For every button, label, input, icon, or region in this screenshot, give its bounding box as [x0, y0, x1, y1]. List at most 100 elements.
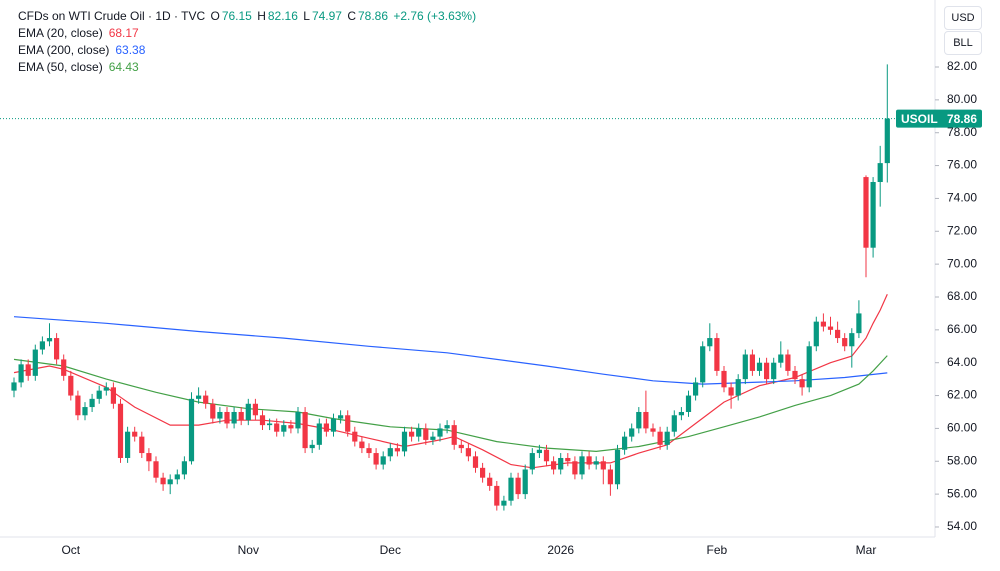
candle-body: [153, 461, 159, 478]
candle-body: [842, 338, 848, 347]
low-value: 74.97: [311, 9, 342, 23]
y-tick-label: 60.00: [947, 421, 977, 435]
candle-body: [508, 477, 514, 501]
candle-body: [764, 362, 770, 380]
candle-body: [480, 467, 486, 478]
candle-body: [813, 321, 819, 347]
candle-body: [259, 415, 266, 426]
candle-body: [188, 398, 195, 462]
candle-body: [132, 431, 138, 437]
title: CFDs on WTI Crude Oil · 1D · TVC: [18, 9, 206, 23]
candle-body: [756, 362, 763, 371]
candle-body: [600, 461, 606, 470]
legend-entry: EMA (50, close) 64.43: [18, 60, 141, 74]
candle-body: [366, 448, 372, 454]
candle-body: [728, 387, 734, 396]
candle-body: [409, 431, 415, 437]
x-tick-label: Feb: [707, 543, 728, 557]
candle-body: [146, 453, 152, 462]
candle-body: [494, 485, 500, 506]
candle-body: [231, 411, 237, 424]
candle-body: [68, 375, 74, 396]
change: +2.76 (+3.63%): [393, 9, 477, 23]
candle-body: [39, 341, 45, 350]
candle-body: [316, 423, 322, 445]
candle-body: [593, 461, 599, 465]
price-tag: [896, 109, 982, 128]
candle-body: [529, 453, 535, 470]
candle-body: [742, 354, 748, 380]
candle-body: [32, 349, 38, 376]
candle-body: [210, 403, 216, 419]
y-tick-label: 72.00: [947, 223, 977, 237]
candle-body: [437, 428, 443, 437]
candle-body: [451, 425, 457, 445]
candle-body: [110, 387, 116, 404]
candle-body: [629, 428, 635, 437]
candle-body: [749, 354, 755, 371]
header: CFDs on WTI Crude Oil · 1D · TVC O 76.15 …: [18, 9, 478, 23]
candle-body: [693, 382, 699, 396]
candle-body: [224, 411, 230, 424]
candle-body: [572, 461, 578, 475]
candle-body: [217, 411, 223, 419]
candle-body: [430, 436, 436, 440]
candle-body: [345, 415, 351, 432]
candle-body: [174, 474, 180, 480]
symbol-label: USOIL: [901, 112, 938, 126]
candle-body: [536, 449, 542, 454]
x-tick-label: Dec: [380, 543, 401, 557]
legend-value: 64.43: [108, 60, 139, 74]
candle-body: [707, 338, 713, 347]
y-tick-label: 66.00: [947, 322, 977, 336]
candle-body: [323, 423, 329, 432]
candle-body: [579, 456, 585, 475]
candle-body: [160, 477, 166, 485]
candle-body: [139, 436, 145, 454]
candle-body: [487, 477, 493, 486]
candle-body: [799, 379, 805, 388]
legend-entry: EMA (20, close) 68.17: [18, 26, 141, 40]
unit-button[interactable]: BLL: [944, 31, 982, 55]
y-tick-label: 56.00: [947, 486, 977, 500]
candle-body: [806, 346, 812, 388]
candle-body: [735, 379, 741, 396]
y-tick-label: 70.00: [947, 256, 977, 270]
candle-body: [394, 448, 400, 452]
open-value: 76.15: [221, 9, 252, 23]
y-tick-label: 76.00: [947, 158, 977, 172]
ema-line: [13, 316, 888, 385]
candle-body: [423, 428, 429, 440]
y-tick-label: 80.00: [947, 92, 977, 106]
candle-body: [778, 354, 784, 363]
candle-body: [238, 411, 244, 421]
candle-body: [11, 382, 17, 391]
candle-body: [274, 423, 280, 432]
ema-line: [13, 355, 888, 453]
candle-body: [792, 370, 798, 380]
candle-body: [267, 423, 273, 426]
high-value: 82.16: [267, 9, 298, 23]
candle-body: [643, 411, 649, 429]
currency-button[interactable]: USD: [944, 6, 982, 30]
candle-body: [401, 431, 408, 452]
candle-body: [870, 181, 876, 248]
candle-body: [387, 448, 393, 457]
y-tick-label: 74.00: [947, 191, 977, 205]
close-value: 78.86: [357, 9, 389, 23]
x-tick-label: Nov: [238, 543, 259, 557]
y-tick-label: 68.00: [947, 289, 977, 303]
candle-body: [359, 441, 365, 449]
candle-body: [89, 398, 95, 408]
candle-body: [721, 370, 727, 388]
candle-body: [650, 428, 656, 432]
candle-body: [82, 407, 88, 416]
candle-body: [125, 431, 131, 458]
candle-body: [458, 444, 464, 449]
candle-body: [75, 395, 81, 416]
ohlc-key: H: [257, 9, 266, 23]
y-tick-label: 64.00: [947, 355, 977, 369]
ohlc-key: L: [303, 9, 310, 23]
candle-body: [657, 431, 663, 445]
